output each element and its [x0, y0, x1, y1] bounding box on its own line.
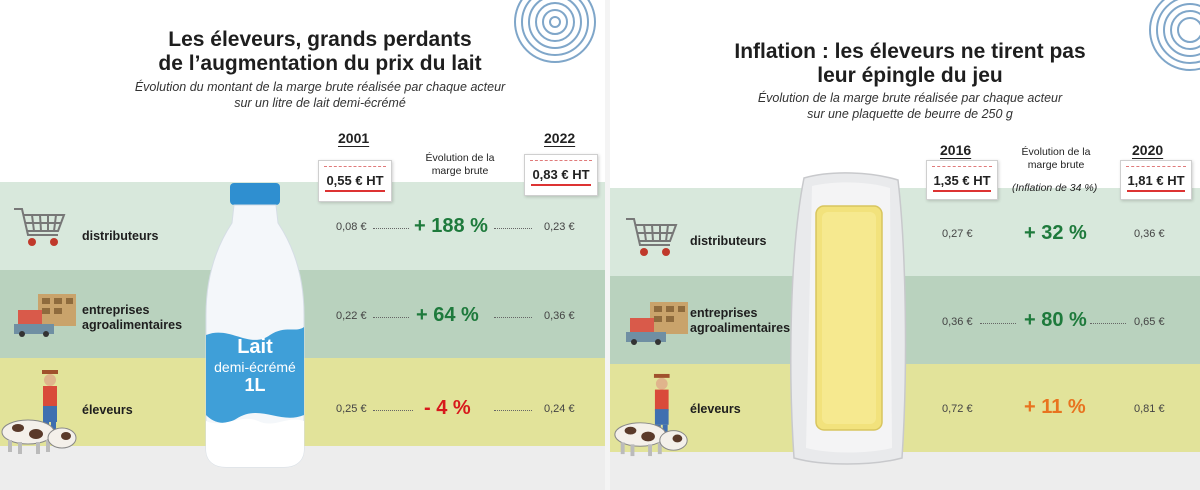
shopping-cart-icon	[626, 218, 678, 256]
price-tag-start: 1,35 € HT	[926, 160, 998, 200]
evolution-percent: + 64 %	[416, 304, 479, 326]
chart-subtitle: Évolution de la marge brute réalisée par…	[700, 90, 1120, 122]
band-distributeurs	[0, 182, 605, 270]
evolution-percent: + 11 %	[1024, 396, 1086, 418]
evolution-percent: + 80 %	[1024, 309, 1087, 331]
evolution-percent: + 32 %	[1024, 222, 1087, 244]
dots-right	[494, 410, 532, 411]
shopping-cart-icon	[14, 208, 66, 246]
floor	[610, 452, 1200, 490]
evolution-header-line-2: marge brute	[431, 165, 489, 177]
price-tag-start: 0,55 € HT	[318, 160, 392, 202]
value-end: 0,23 €	[544, 221, 575, 233]
bottle-line-2: demi-écrémé	[214, 359, 296, 375]
title-line-2: leur épingle du jeu	[817, 64, 1003, 87]
value-end: 0,24 €	[544, 403, 575, 415]
value-start: 0,72 €	[942, 403, 973, 415]
value-start: 0,36 €	[942, 316, 973, 328]
farmer-cows-icon	[614, 373, 688, 457]
row-label-eleveurs: éleveurs	[82, 403, 133, 417]
evolution-header-line-1: Évolution de la	[1021, 146, 1091, 158]
value-start: 0,25 €	[336, 403, 367, 415]
row-label-eleveurs: éleveurs	[690, 402, 741, 416]
subtitle-line-2: sur un litre de lait demi-écrémé	[234, 96, 406, 110]
price-end: 0,83 € HT	[531, 167, 591, 186]
dots-left	[980, 323, 1016, 324]
evolution-header: Évolution de la marge brute	[1006, 146, 1106, 172]
dots-left	[373, 317, 409, 318]
row-label-distributeurs: distributeurs	[82, 229, 159, 243]
chart-subtitle: Évolution du montant de la marge brute r…	[40, 79, 600, 111]
title-line-1: Inflation : les éleveurs ne tirent pas	[734, 40, 1086, 63]
panel-divider	[605, 0, 610, 490]
value-start: 0,22 €	[336, 310, 367, 322]
year-end: 2022	[544, 130, 576, 146]
year-start: 2001	[338, 130, 370, 146]
evolution-header-line-2: marge brute	[1027, 159, 1085, 171]
row-label-distributeurs: distributeurs	[690, 234, 767, 248]
dots-right	[494, 228, 532, 229]
dots-right	[494, 317, 532, 318]
value-start: 0,08 €	[336, 221, 367, 233]
row-label-entreprises: entreprises agroalimentaires	[82, 303, 183, 332]
value-end: 0,36 €	[1134, 228, 1165, 240]
fingerprint-icon	[514, 0, 596, 63]
value-end: 0,36 €	[544, 310, 575, 322]
evolution-header-line-1: Évolution de la	[425, 152, 495, 164]
butter-margin-chart: Inflation : les éleveurs ne tirent pas l…	[610, 0, 1200, 490]
subtitle-line-1: Évolution du montant de la marge brute r…	[134, 80, 506, 94]
milk-margin-chart: Les éleveurs, grands perdants de l’augme…	[0, 0, 605, 490]
value-end: 0,65 €	[1134, 316, 1165, 328]
dots-left	[373, 410, 413, 411]
factory-icon	[626, 302, 688, 345]
year-start: 2016	[940, 142, 972, 158]
evolution-percent: - 4 %	[424, 397, 471, 419]
bottle-line-3: 1L	[244, 375, 266, 395]
year-end: 2020	[1132, 142, 1164, 158]
inflation-note: (Inflation de 34 %)	[1012, 182, 1098, 194]
price-tag-end: 1,81 € HT	[1120, 160, 1192, 200]
value-end: 0,81 €	[1134, 403, 1165, 415]
price-tag-end: 0,83 € HT	[524, 154, 598, 196]
subtitle-line-2: sur une plaquette de beurre de 250 g	[807, 107, 1013, 121]
dots-right	[1090, 323, 1126, 324]
evolution-percent: + 188 %	[414, 215, 488, 237]
value-start: 0,27 €	[942, 228, 973, 240]
bottle-line-1: Lait	[237, 336, 273, 358]
dots-left	[373, 228, 409, 229]
subtitle-line-1: Évolution de la marge brute réalisée par…	[757, 91, 1063, 105]
title-line-2: de l’augmentation du prix du lait	[158, 52, 482, 75]
evolution-header: Évolution de la marge brute	[410, 152, 510, 178]
chart-title: Les éleveurs, grands perdants de l’augme…	[60, 28, 580, 76]
price-end: 1,81 € HT	[1127, 173, 1185, 192]
band-distributeurs	[610, 188, 1200, 276]
chart-title: Inflation : les éleveurs ne tirent pas l…	[690, 40, 1130, 88]
row-label-entreprises: entreprises agroalimentaires	[690, 306, 791, 335]
farmer-cows-icon	[1, 370, 77, 454]
milk-bottle-icon	[205, 183, 305, 468]
price-start: 1,35 € HT	[933, 173, 991, 192]
fingerprint-icon	[1149, 0, 1200, 71]
bottle-label: Lait demi-écrémé 1L	[206, 336, 304, 396]
price-start: 0,55 € HT	[325, 173, 385, 192]
butter-packet-icon	[790, 172, 907, 465]
title-line-1: Les éleveurs, grands perdants	[168, 28, 472, 51]
factory-icon	[14, 294, 76, 337]
